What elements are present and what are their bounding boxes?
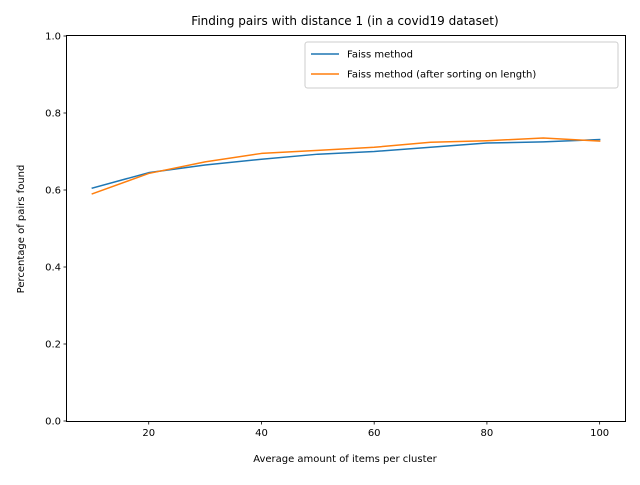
y-tick-label: 0.8 [45, 109, 61, 120]
legend-box [304, 41, 619, 89]
x-tick-label: 20 [142, 428, 155, 439]
legend-label: Faiss method [347, 50, 413, 61]
legend: Faiss method Faiss method (after sorting … [304, 41, 619, 89]
chart-title: Finding pairs with distance 1 (in a covi… [191, 14, 498, 28]
y-tick-label: 0.4 [45, 263, 61, 274]
plot-lines [91, 137, 601, 195]
series-line-2 [91, 137, 601, 195]
x-tick-label: 60 [368, 428, 381, 439]
plot-frame [66, 35, 626, 422]
y-tick-label: 0.6 [45, 186, 61, 197]
x-axis-label: Average amount of items per cluster [253, 454, 437, 465]
y-tick-label: 1.0 [45, 32, 61, 43]
series-line-1 [91, 138, 601, 190]
y-axis-label: Percentage of pairs found [16, 165, 27, 294]
x-tick-label: 100 [590, 428, 609, 439]
x-tick-label: 80 [481, 428, 494, 439]
y-tick-label: 0.2 [45, 340, 61, 351]
x-axis-ticks: 20 40 60 80 100 [142, 421, 609, 439]
x-tick-label: 40 [255, 428, 268, 439]
y-tick-label: 0.0 [45, 417, 61, 428]
legend-label: Faiss method (after sorting on length) [347, 70, 536, 81]
y-axis-ticks: 0.0 0.2 0.4 0.6 0.8 1.0 [45, 32, 67, 428]
